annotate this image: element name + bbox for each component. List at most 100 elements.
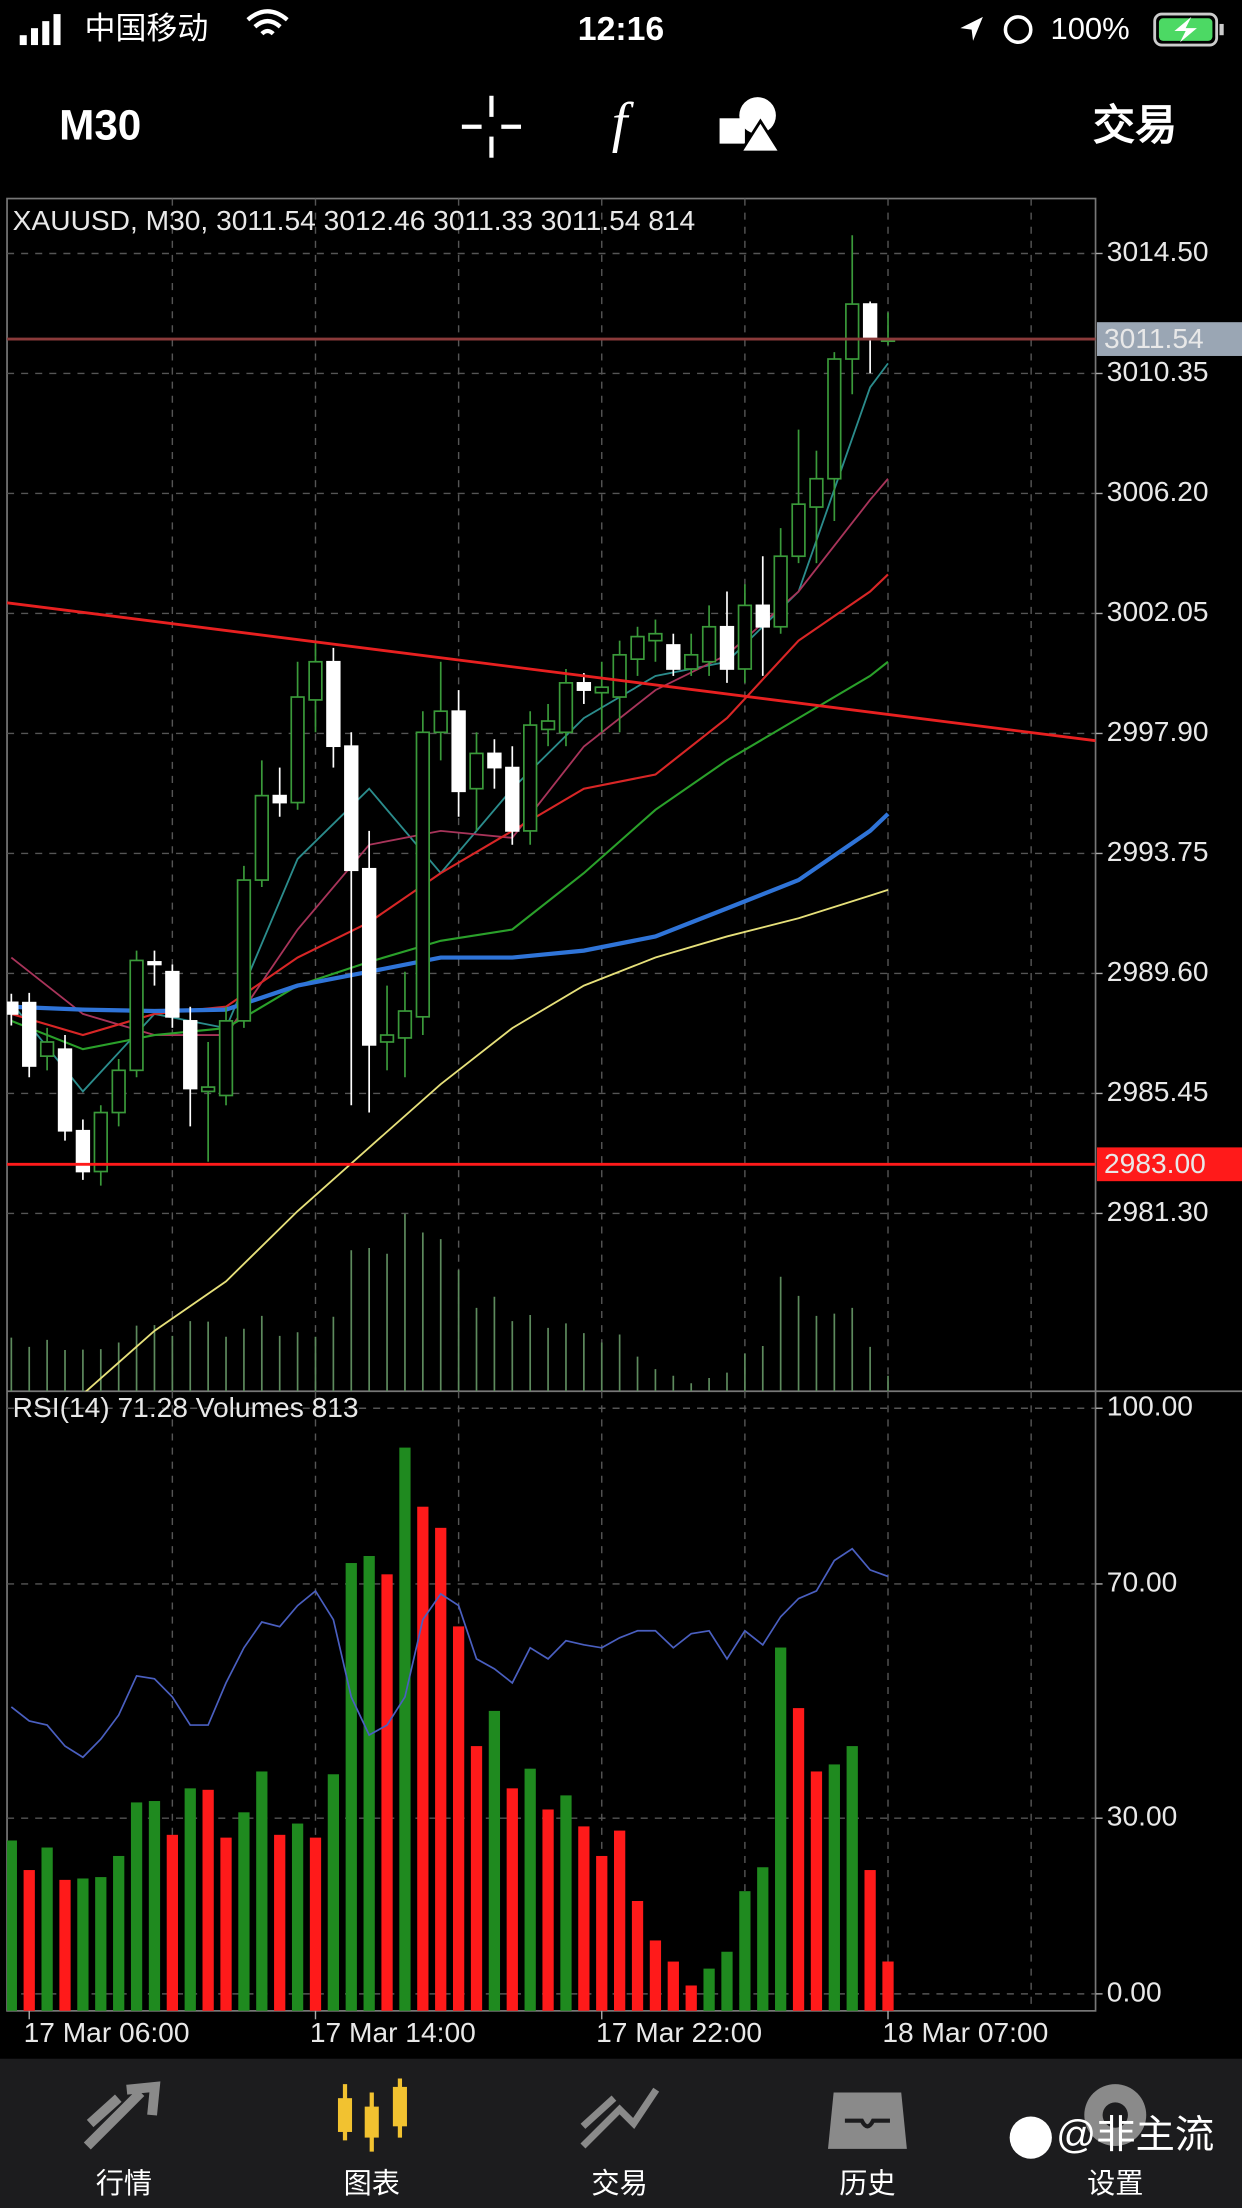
y-tick-label: 0.00 xyxy=(1107,1976,1162,2007)
volume-bar xyxy=(703,1968,715,2011)
volume-bar xyxy=(327,1774,340,2011)
candle-body xyxy=(7,1001,19,1015)
candle-body xyxy=(415,731,431,1018)
candle-body xyxy=(845,303,860,360)
indicators-button[interactable]: f xyxy=(612,92,635,154)
candle-body xyxy=(433,710,448,734)
volume-bar xyxy=(685,1985,697,2011)
candle-body xyxy=(272,794,287,804)
volume-bar xyxy=(77,1878,89,2011)
volume-bar xyxy=(739,1891,751,2011)
moving-average xyxy=(10,660,889,1051)
candle-body xyxy=(630,635,645,661)
axes: 3014.50 3010.35 3006.20 3002.05 2997.90 2993.… xyxy=(24,236,1242,2048)
objects-button[interactable] xyxy=(719,97,783,154)
candle-body xyxy=(648,632,663,642)
candle-body xyxy=(290,696,305,804)
volume-bar xyxy=(649,1940,662,2011)
x-tick-label: 18 Mar 07:00 xyxy=(882,2017,1048,2048)
candle-body xyxy=(540,720,556,731)
volume-bar xyxy=(488,1710,501,2011)
candle-body xyxy=(129,959,144,1072)
volume-bar xyxy=(7,1840,17,2011)
clock: 12:16 xyxy=(578,10,664,48)
candle-body xyxy=(558,682,574,734)
volume-bar xyxy=(846,1746,858,2011)
volume-bar xyxy=(363,1555,375,2011)
volume-bar xyxy=(59,1879,71,2011)
tab[interactable]: 历史 xyxy=(839,2168,895,2199)
indicator-title: RSI(14) 71.28 Volumes 813 xyxy=(13,1392,359,1423)
price-panel xyxy=(7,198,1096,1392)
y-tick-label: 2981.30 xyxy=(1107,1196,1209,1227)
tab[interactable]: 设置 xyxy=(1087,2168,1143,2199)
volume-bar xyxy=(148,1801,161,2011)
candle-body xyxy=(165,970,180,1018)
tab[interactable]: 交易 xyxy=(591,2168,647,2199)
candle-body xyxy=(827,358,842,480)
volume-bar xyxy=(95,1877,107,2011)
volume-bar xyxy=(23,1870,35,2011)
candle-body xyxy=(344,745,359,872)
indicator-panel xyxy=(7,1391,1096,2011)
trade-button[interactable]: 交易 xyxy=(1093,101,1177,148)
volume-bar xyxy=(810,1771,823,2011)
x-tick-label: 17 Mar 22:00 xyxy=(596,2017,762,2048)
candle-body xyxy=(236,879,252,1022)
x-tick-label: 17 Mar 06:00 xyxy=(24,2017,190,2048)
battery-level: 100% xyxy=(1050,11,1129,46)
y-tick-label: 3014.50 xyxy=(1107,236,1209,267)
y-tick-label: 2989.60 xyxy=(1107,956,1209,987)
volume-bar xyxy=(130,1802,143,2011)
volume-bar xyxy=(417,1506,429,2011)
volume-bar xyxy=(882,1961,894,2011)
tab[interactable]: 图表 xyxy=(344,2168,400,2199)
candle-body xyxy=(791,503,806,558)
y-tick-label: 3002.05 xyxy=(1107,596,1209,627)
volume-bar xyxy=(41,1847,53,2011)
y-tick-label: 100.00 xyxy=(1107,1391,1193,1422)
volume-bar xyxy=(864,1870,876,2011)
y-tick-label: 2997.90 xyxy=(1107,716,1209,747)
y-tick-label: 3006.20 xyxy=(1107,476,1209,507)
volume-bar xyxy=(184,1788,196,2011)
volume-bar xyxy=(381,1574,393,2011)
volume-bar xyxy=(560,1795,572,2011)
carrier: 中国移动 xyxy=(84,11,208,46)
candle-body xyxy=(487,752,502,769)
volume-bar xyxy=(291,1823,304,2011)
candle-body xyxy=(218,1020,234,1097)
tab[interactable]: 行情 xyxy=(96,2168,152,2199)
y-tick-label: 2985.45 xyxy=(1107,1076,1209,1107)
volume-bar xyxy=(470,1746,483,2011)
y-tick-label: 2993.75 xyxy=(1107,836,1209,867)
candle-body xyxy=(523,724,538,832)
volume-bar xyxy=(631,1900,644,2011)
chart-title: XAUUSD, M30, 3011.54 3012.46 3011.33 301… xyxy=(13,205,696,236)
volume-bar xyxy=(578,1826,590,2011)
volume-bar xyxy=(452,1626,465,2011)
candle-body xyxy=(93,1111,108,1173)
toolbar: M30 f 交易 xyxy=(59,92,1177,158)
volume-bar xyxy=(113,1855,125,2011)
y-tick-label: 30.00 xyxy=(1107,1801,1177,1832)
candle-body xyxy=(862,303,878,341)
volume-bar xyxy=(542,1809,554,2011)
candle-body xyxy=(469,752,484,790)
svg-text:f: f xyxy=(1026,2123,1036,2154)
volume-bar xyxy=(614,1830,626,2011)
candle-body xyxy=(684,653,699,670)
candle-body xyxy=(361,867,377,1046)
candle-body xyxy=(773,555,788,628)
volume-bar xyxy=(202,1789,214,2011)
candle-body xyxy=(666,644,681,670)
chart-frame xyxy=(6,197,1097,2012)
timeframe-button[interactable]: M30 xyxy=(59,101,141,148)
volume-bar xyxy=(775,1647,787,2011)
candle-body xyxy=(308,660,323,701)
crosshair-button[interactable] xyxy=(461,95,522,158)
volume-bar xyxy=(256,1771,268,2011)
volume-bar xyxy=(274,1834,286,2011)
volume-bar xyxy=(238,1812,250,2011)
